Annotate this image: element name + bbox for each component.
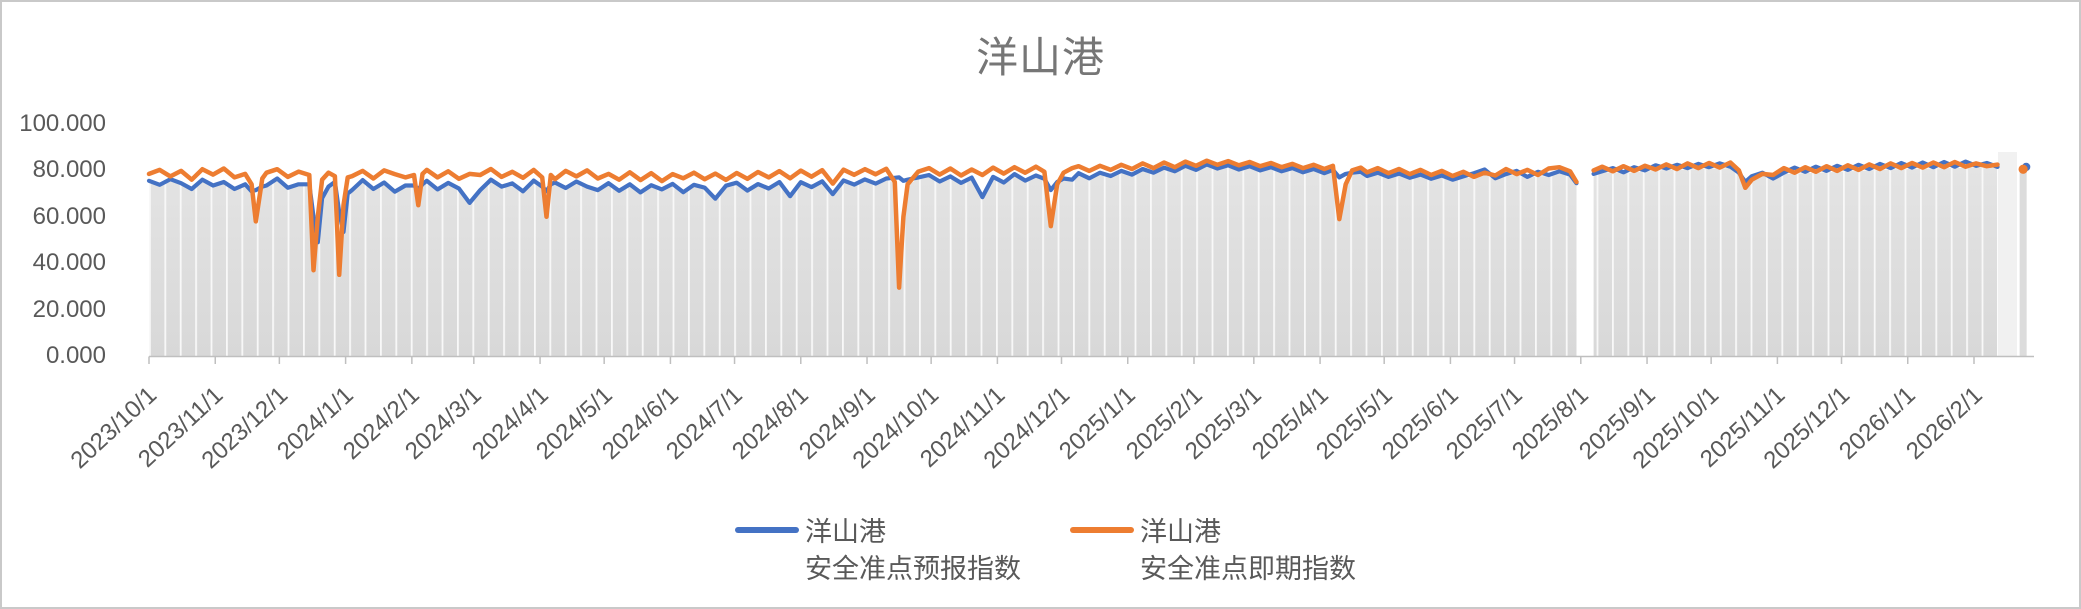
spot-index-line bbox=[146, 158, 1579, 290]
y-axis-label: 100.000 bbox=[19, 110, 106, 137]
y-axis-label: 60.000 bbox=[32, 202, 106, 230]
trailing-gap-band bbox=[1998, 152, 2017, 356]
y-axis-label: 20.000 bbox=[32, 295, 106, 323]
legend-label: 洋山港 安全准点即期指数 bbox=[1140, 517, 1356, 584]
legend-item-forecast: 洋山港 安全准点预报指数 bbox=[735, 514, 1021, 588]
y-axis-label: 0.000 bbox=[45, 342, 106, 369]
gray-area-stripes bbox=[149, 165, 1577, 356]
legend-line-swatch bbox=[1070, 527, 1134, 533]
y-axis-label: 40.000 bbox=[32, 249, 106, 277]
chart-title: 洋山港 bbox=[975, 34, 1105, 81]
spot-index-line bbox=[1591, 159, 2000, 191]
y-axis-label: 80.000 bbox=[32, 156, 106, 184]
legend-label: 洋山港 安全准点预报指数 bbox=[805, 517, 1021, 584]
spot-index-isolated-point bbox=[2018, 164, 2028, 174]
legend-item-spot: 洋山港 安全准点即期指数 bbox=[1070, 514, 1356, 588]
isolated-point-column bbox=[2019, 172, 2027, 356]
legend-line-swatch bbox=[735, 527, 799, 533]
gray-area-stripes bbox=[1593, 167, 1998, 356]
